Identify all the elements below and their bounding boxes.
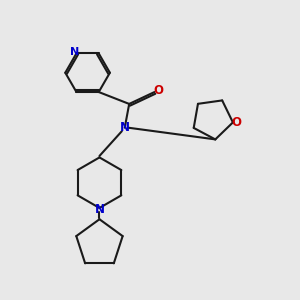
Text: N: N: [94, 203, 104, 216]
Text: O: O: [232, 116, 242, 129]
Text: N: N: [120, 121, 130, 134]
Text: N: N: [70, 47, 80, 57]
Text: O: O: [153, 84, 163, 97]
